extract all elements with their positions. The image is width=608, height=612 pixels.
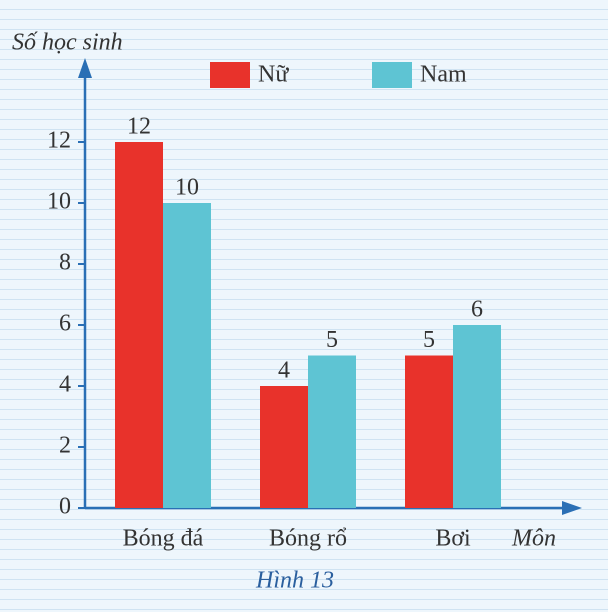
legend-swatch [372, 62, 412, 88]
caption: Hình 13 [255, 568, 334, 594]
bar [115, 142, 163, 508]
y-tick-label: 4 [59, 372, 71, 398]
bar [163, 203, 211, 508]
value-label: 12 [127, 114, 151, 140]
x-tick-label: Bóng đá [123, 526, 204, 552]
x-axis-arrow [562, 501, 582, 515]
y-tick-label: 6 [59, 311, 71, 337]
value-label: 5 [326, 327, 338, 353]
value-label: 10 [175, 175, 199, 201]
bar [308, 355, 356, 508]
value-label: 5 [423, 327, 435, 353]
x-axis-label: Môn [511, 526, 556, 552]
value-label: 6 [471, 297, 483, 323]
bar [260, 386, 308, 508]
legend-swatch [210, 62, 250, 88]
legend-label: Nam [420, 62, 467, 88]
y-axis-label: Số học sinh [12, 30, 123, 56]
y-tick-label: 10 [47, 189, 71, 215]
y-tick-label: 12 [47, 128, 71, 154]
bar [453, 325, 501, 508]
value-label: 4 [278, 358, 290, 384]
y-tick-label: 8 [59, 250, 71, 276]
y-tick-label: 0 [59, 494, 71, 520]
x-tick-label: Bóng rổ [269, 526, 347, 552]
y-axis-arrow [78, 58, 92, 78]
bar [405, 355, 453, 508]
y-tick-label: 2 [59, 433, 71, 459]
legend-label: Nữ [258, 62, 289, 88]
x-tick-label: Bơi [435, 526, 471, 552]
